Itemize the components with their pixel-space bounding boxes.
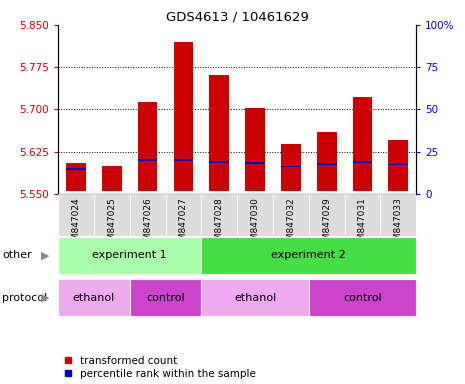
Text: GSM847031: GSM847031 xyxy=(358,197,367,252)
Text: GSM847026: GSM847026 xyxy=(143,197,152,252)
Bar xyxy=(66,163,86,191)
Bar xyxy=(138,102,158,191)
Text: GSM847028: GSM847028 xyxy=(215,197,224,252)
Text: experiment 1: experiment 1 xyxy=(93,250,167,260)
Bar xyxy=(309,279,416,316)
Bar xyxy=(245,162,265,164)
Bar xyxy=(273,194,309,236)
Text: other: other xyxy=(2,250,32,260)
Bar xyxy=(317,132,337,191)
Bar xyxy=(201,279,309,316)
Bar xyxy=(209,161,229,162)
Bar xyxy=(102,166,122,191)
Bar xyxy=(138,159,158,161)
Text: GSM847030: GSM847030 xyxy=(251,197,259,252)
Bar xyxy=(388,164,408,166)
Text: GSM847027: GSM847027 xyxy=(179,197,188,252)
Bar xyxy=(173,42,193,191)
Bar xyxy=(345,194,380,236)
Text: protocol: protocol xyxy=(2,293,47,303)
Bar xyxy=(130,279,201,316)
Text: GSM847029: GSM847029 xyxy=(322,197,331,252)
Text: ethanol: ethanol xyxy=(234,293,276,303)
Bar xyxy=(201,194,237,236)
Bar xyxy=(388,141,408,191)
Bar xyxy=(58,237,201,274)
Bar xyxy=(380,194,416,236)
Text: control: control xyxy=(146,293,185,303)
Bar xyxy=(352,97,372,191)
Bar xyxy=(102,170,122,172)
Bar xyxy=(166,194,201,236)
Text: GSM847032: GSM847032 xyxy=(286,197,295,252)
Bar xyxy=(58,194,94,236)
Bar xyxy=(209,74,229,191)
Text: ▶: ▶ xyxy=(41,293,50,303)
Bar xyxy=(317,163,337,165)
Text: experiment 2: experiment 2 xyxy=(272,250,346,260)
Bar xyxy=(309,194,345,236)
Text: control: control xyxy=(343,293,382,303)
Bar xyxy=(130,194,166,236)
Bar xyxy=(173,159,193,161)
Bar xyxy=(237,194,273,236)
Text: ▶: ▶ xyxy=(41,250,50,260)
Bar xyxy=(281,144,301,191)
Bar xyxy=(281,166,301,167)
Bar xyxy=(352,161,372,162)
Text: ethanol: ethanol xyxy=(73,293,115,303)
Bar xyxy=(245,108,265,191)
Bar xyxy=(58,279,130,316)
Bar xyxy=(94,194,130,236)
Text: GSM847024: GSM847024 xyxy=(72,197,80,252)
Bar xyxy=(201,237,416,274)
Text: GSM847025: GSM847025 xyxy=(107,197,116,252)
Title: GDS4613 / 10461629: GDS4613 / 10461629 xyxy=(166,11,309,24)
Text: GSM847033: GSM847033 xyxy=(394,197,403,252)
Bar xyxy=(66,169,86,170)
Legend: transformed count, percentile rank within the sample: transformed count, percentile rank withi… xyxy=(63,356,256,379)
